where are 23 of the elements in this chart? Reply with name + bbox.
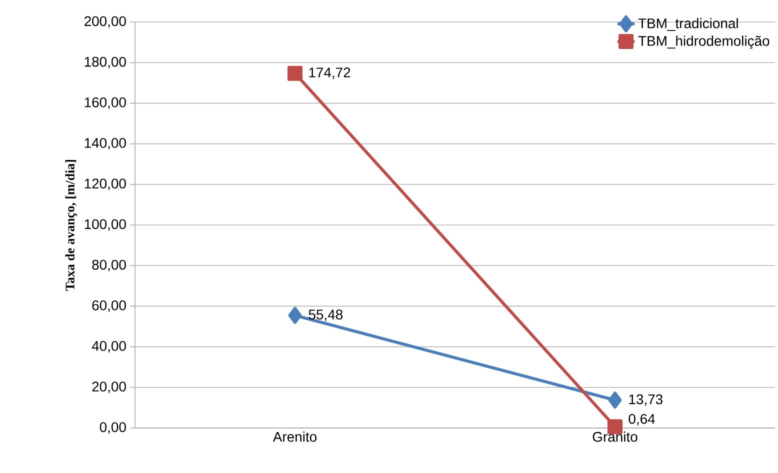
x-tick-label: Granito xyxy=(592,432,638,442)
point xyxy=(288,306,302,324)
y-tick-label: 60,00 xyxy=(92,300,126,312)
y-tick-label: 140,00 xyxy=(84,138,126,150)
y-tick-label: 0,00 xyxy=(100,422,126,434)
y-tick-label: 40,00 xyxy=(92,341,126,353)
legend-label: TBM_tradicional xyxy=(638,18,738,31)
x-tick-label: Arenito xyxy=(272,432,317,442)
data-label: 174,72 xyxy=(309,68,350,80)
y-tick-label: 120,00 xyxy=(84,178,126,190)
y-tick-label: 180,00 xyxy=(84,56,126,68)
y-tick-label: 160,00 xyxy=(84,97,126,109)
y-tick-label: 100,00 xyxy=(84,219,126,231)
y-tick-label: 80,00 xyxy=(92,260,126,272)
point xyxy=(608,392,622,409)
y-tick-label: 20,00 xyxy=(92,382,126,394)
data-label: 0,64 xyxy=(628,414,655,426)
y-tick-label: 200,00 xyxy=(84,16,126,28)
y-axis-title: Taxa de avanço, [m/dia] xyxy=(65,160,77,291)
data-label: 13,73 xyxy=(629,394,662,406)
point xyxy=(288,66,303,81)
legend-label: TBM_hidrodemolição xyxy=(638,36,770,49)
data-label: 55,48 xyxy=(308,310,342,322)
